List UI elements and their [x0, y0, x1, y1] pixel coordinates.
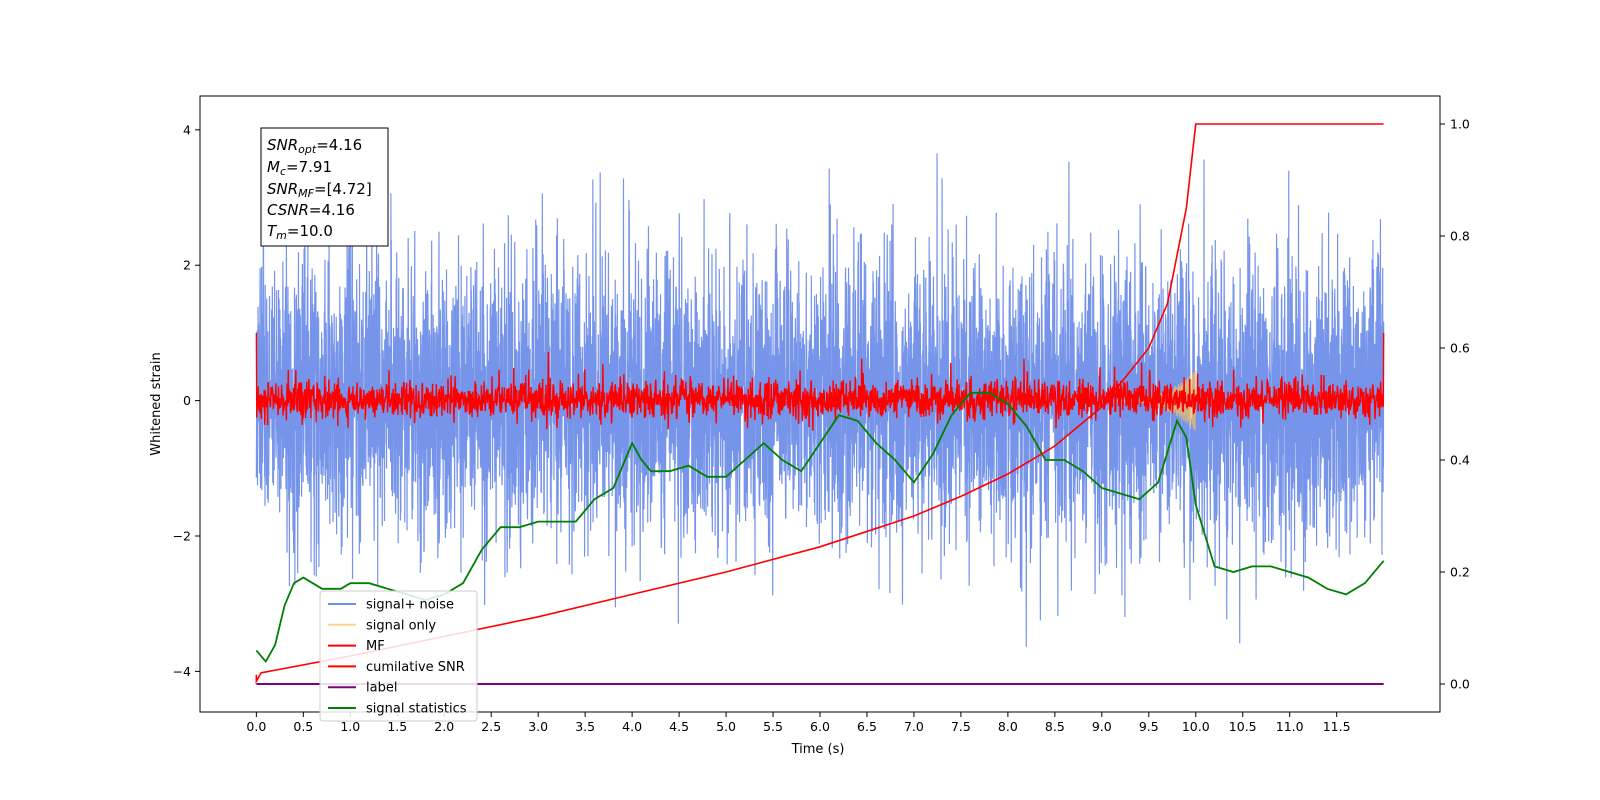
x-axis-title: Time (s): [791, 742, 845, 757]
y2-tick-label: 0.8: [1450, 229, 1470, 244]
legend-label: MF: [366, 639, 385, 654]
y2-tick-label: 0.2: [1450, 565, 1470, 580]
x-tick-label: 6.0: [810, 719, 830, 734]
stats-snr-mf: SNRMF=[4.72]: [267, 180, 372, 200]
stats-tm: Tm=10.0: [267, 222, 333, 242]
series-mf: [255, 332, 1385, 431]
legend-label: signal+ noise: [366, 598, 454, 613]
series-signal-statistics: [255, 391, 1385, 664]
x-tick-label: 8.0: [998, 719, 1018, 734]
x-tick-label: 6.5: [857, 719, 877, 734]
x-tick-label: 2.0: [434, 719, 454, 734]
x-tick-label: 10.5: [1229, 719, 1257, 734]
x-tick-label: 3.5: [575, 719, 595, 734]
y2-tick-label: 1.0: [1450, 117, 1470, 132]
x-tick-label: 3.0: [528, 719, 548, 734]
stats-box-frame: [260, 127, 389, 247]
x-tick-label: 8.5: [1045, 719, 1065, 734]
x-tick-label: 10.0: [1182, 719, 1210, 734]
legend-label: signal only: [366, 618, 436, 633]
y2-tick-label: 0.6: [1450, 341, 1470, 356]
x-tick-label: 11.5: [1323, 719, 1351, 734]
y-axis-right: 0.0 0.2 0.4 0.6 0.8 1.0: [1440, 117, 1470, 692]
x-tick-label: 4.5: [669, 719, 689, 734]
legend-frame: [319, 590, 478, 722]
x-tick-label: 11.0: [1276, 719, 1304, 734]
series-signal-noise: [255, 153, 1385, 647]
y-axis-title: Whitened strain: [149, 352, 164, 455]
x-tick-label: 1.5: [387, 719, 407, 734]
x-tick-label: 2.5: [481, 719, 501, 734]
x-tick-label: 4.0: [622, 719, 642, 734]
x-tick-label: 5.0: [716, 719, 736, 734]
x-tick-label: 7.0: [904, 719, 924, 734]
stats-snr-opt: SNRopt=4.16: [267, 136, 362, 156]
y2-tick-label: 0.0: [1450, 677, 1470, 692]
y-axis-left: −4 −2 0 2 4: [173, 122, 200, 679]
legend-label: label: [366, 681, 397, 696]
x-tick-label: 5.5: [763, 719, 783, 734]
y-tick-label: −4: [173, 664, 191, 679]
x-tick-label: 9.0: [1092, 719, 1112, 734]
y-tick-label: −2: [173, 529, 191, 544]
legend: signal+ noise signal only MF cumilative SNR…: [319, 590, 478, 722]
x-tick-label: 7.5: [951, 719, 971, 734]
x-tick-label: 1.0: [340, 719, 360, 734]
y-tick-label: 0: [183, 393, 191, 408]
x-tick-label: 0.0: [246, 719, 266, 734]
stats-mc: Mc=7.91: [267, 158, 332, 178]
y-tick-label: 4: [183, 122, 191, 137]
stats-box: SNRopt=4.16 Mc=7.91 SNRMF=[4.72] CSNR=4.…: [260, 127, 389, 247]
x-tick-label: 0.5: [293, 719, 313, 734]
x-axis: 0.0 0.5 1.0 1.5 2.0 2.5 3.0 3.5 4.0 4.5 5.0 5.5 6.0 6…: [246, 712, 1351, 734]
y-tick-label: 2: [183, 258, 191, 273]
legend-label: cumilative SNR: [366, 660, 465, 675]
legend-label: signal statistics: [366, 702, 467, 717]
y2-tick-label: 0.4: [1450, 453, 1470, 468]
stats-csnr: CSNR=4.16: [267, 201, 355, 219]
x-tick-label: 9.5: [1139, 719, 1159, 734]
